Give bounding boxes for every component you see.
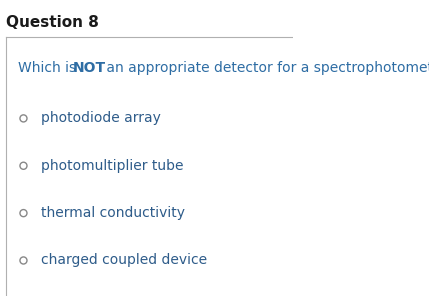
- Text: Which is: Which is: [18, 61, 80, 75]
- Text: thermal conductivity: thermal conductivity: [41, 206, 185, 220]
- Text: Question 8: Question 8: [6, 15, 99, 30]
- Text: photodiode array: photodiode array: [41, 111, 161, 126]
- Text: an appropriate detector for a spectrophotometer?: an appropriate detector for a spectropho…: [102, 61, 429, 75]
- Text: NOT: NOT: [73, 61, 106, 75]
- Text: photomultiplier tube: photomultiplier tube: [41, 159, 184, 173]
- Text: charged coupled device: charged coupled device: [41, 253, 207, 268]
